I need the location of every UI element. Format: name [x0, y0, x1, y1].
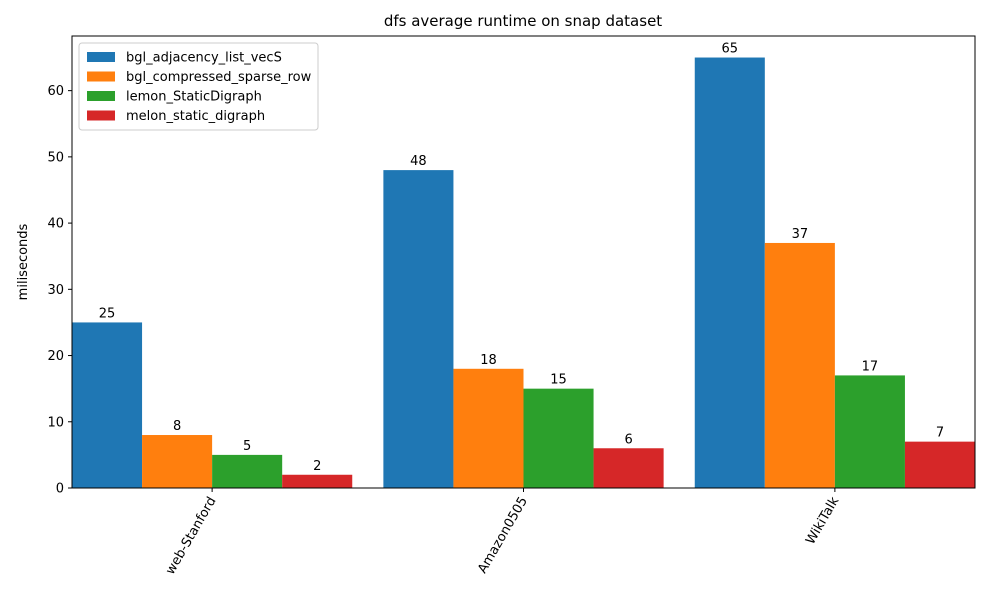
- chart-title: dfs average runtime on snap dataset: [384, 12, 662, 30]
- bar-bgl_adjacency_list_vecS-Amazon0505: [383, 170, 454, 488]
- bars-group: [72, 57, 975, 489]
- bar-value-label: 65: [722, 42, 739, 57]
- x-tick-label: Amazon0505: [475, 495, 531, 577]
- legend-box: [78, 42, 319, 131]
- legend-swatch: [87, 91, 115, 101]
- y-tick-label: 60: [47, 84, 64, 99]
- bar-value-label: 15: [550, 373, 567, 388]
- y-tick-label: 30: [47, 283, 64, 298]
- bar-value-label: 8: [173, 419, 181, 434]
- bar-bgl_compressed_sparse_row-web-Stanford: [142, 435, 213, 488]
- legend-swatch: [87, 71, 115, 82]
- bar-value-label: 25: [99, 306, 116, 321]
- bar-value-label: 17: [862, 359, 879, 374]
- legend-label: melon_static_digraph: [126, 109, 265, 124]
- legend-swatch: [87, 52, 115, 62]
- value-labels-group: 25 48 65 8 18 37 5 15 17 2 6 7: [99, 42, 944, 474]
- legend-label: bgl_compressed_sparse_row: [126, 70, 312, 85]
- bar-melon_static_digraph-Amazon0505: [593, 448, 664, 488]
- bar-bgl_adjacency_list_vecS-WikiTalk: [694, 57, 765, 489]
- bar-value-label: 5: [243, 439, 251, 454]
- bar-bgl_adjacency_list_vecS-web-Stanford: [72, 322, 143, 488]
- bar-melon_static_digraph-web-Stanford: [282, 474, 353, 488]
- y-tick-label: 20: [47, 349, 64, 364]
- bar-bgl_compressed_sparse_row-Amazon0505: [453, 368, 524, 488]
- y-tick-label: 10: [47, 415, 64, 430]
- bar-lemon_StaticDigraph-WikiTalk: [834, 375, 905, 488]
- bar-bgl_compressed_sparse_row-WikiTalk: [764, 242, 835, 488]
- legend-swatch: [87, 110, 115, 121]
- bar-value-label: 7: [936, 426, 944, 441]
- bar-melon_static_digraph-WikiTalk: [904, 441, 975, 488]
- legend: bgl_adjacency_list_vecS bgl_compressed_sp…: [78, 42, 319, 131]
- x-axis-ticks: web-Stanford Amazon0505 WikiTalk: [163, 488, 843, 578]
- bar-lemon_StaticDigraph-web-Stanford: [212, 454, 283, 488]
- bar-value-label: 2: [313, 459, 321, 474]
- bar-value-label: 37: [792, 227, 809, 242]
- bar-value-label: 18: [480, 353, 497, 368]
- x-tick-label: WikiTalk: [803, 494, 842, 547]
- bar-lemon_StaticDigraph-Amazon0505: [523, 388, 594, 488]
- x-tick-label: web-Stanford: [163, 495, 220, 578]
- legend-label: bgl_adjacency_list_vecS: [126, 51, 282, 66]
- y-tick-label: 50: [47, 150, 64, 165]
- bar-value-label: 6: [624, 432, 632, 447]
- y-axis-label: miliseconds: [16, 223, 31, 300]
- bar-value-label: 48: [410, 154, 427, 169]
- y-axis-ticks: 0 10 20 30 40 50 60: [47, 84, 72, 497]
- legend-label: lemon_StaticDigraph: [126, 90, 262, 105]
- y-tick-label: 0: [56, 482, 64, 497]
- y-tick-label: 40: [47, 217, 64, 232]
